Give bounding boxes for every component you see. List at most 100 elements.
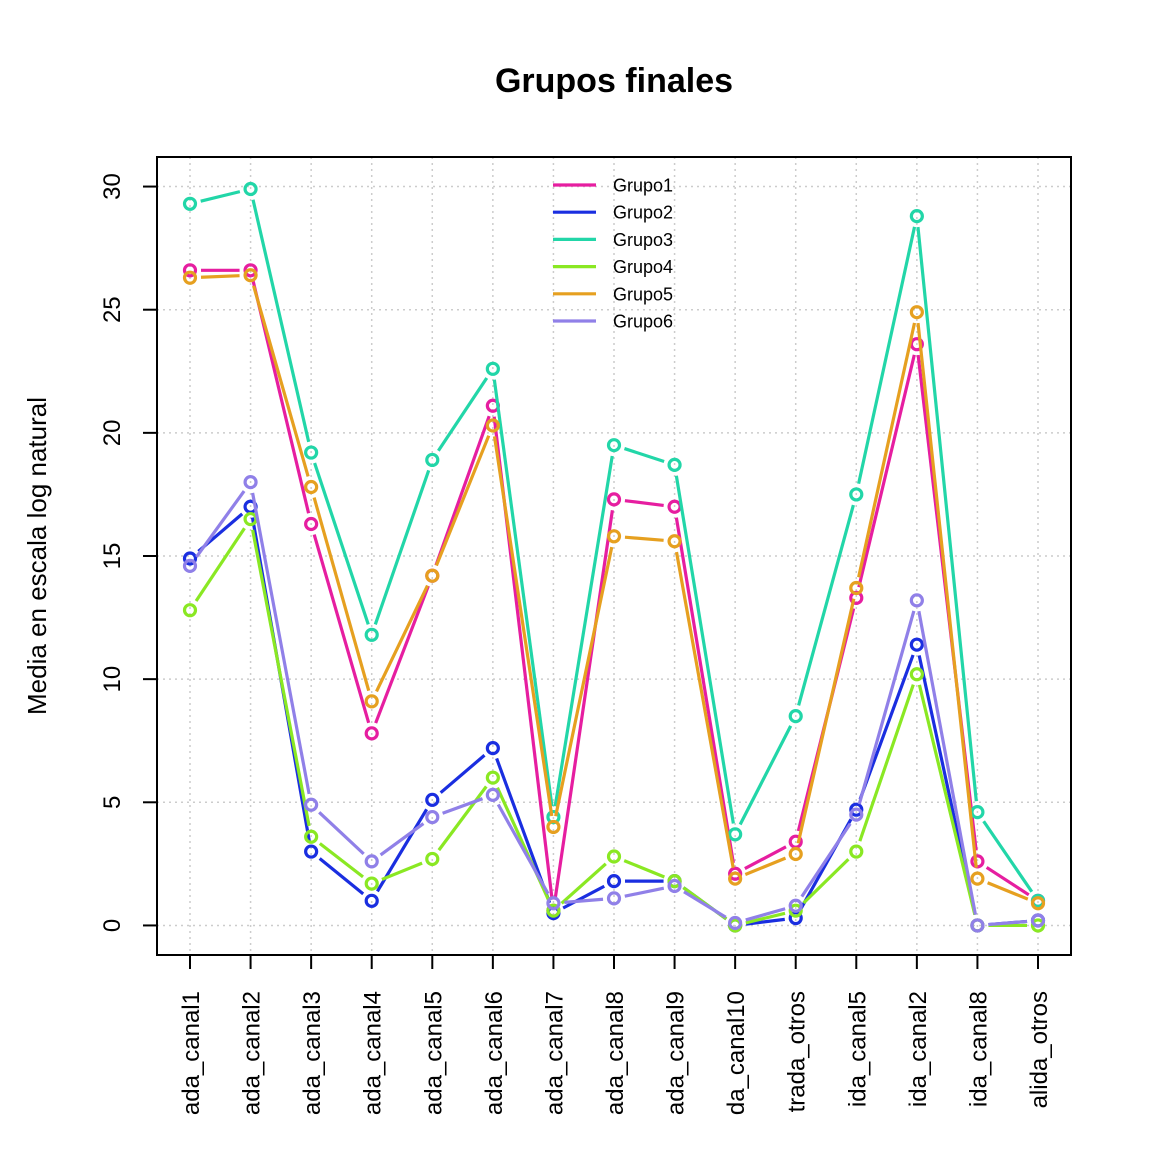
- data-point: [243, 263, 258, 278]
- data-point: [788, 708, 803, 724]
- data-point: [182, 270, 198, 285]
- series-Grupo3: [182, 181, 1046, 908]
- data-point: [485, 741, 500, 756]
- x-tick-label: ida_canal5: [844, 991, 871, 1107]
- grid: [157, 157, 1071, 955]
- data-point: [909, 593, 924, 608]
- data-point: [849, 580, 864, 596]
- data-point: [606, 492, 622, 507]
- series-segment: [857, 322, 917, 578]
- legend-label: Grupo6: [613, 312, 673, 332]
- series-segment: [797, 504, 855, 706]
- data-point: [849, 807, 864, 822]
- x-tick-label: ada_canal8: [602, 991, 629, 1115]
- y-tick-label: 10: [99, 666, 126, 693]
- series-segment: [917, 684, 977, 916]
- data-point: [304, 516, 319, 532]
- series-segment: [318, 857, 365, 896]
- data-point: [304, 479, 319, 495]
- data-point: [243, 268, 258, 283]
- data-point: [728, 866, 743, 881]
- series-segment: [434, 435, 491, 567]
- data-point: [182, 603, 198, 618]
- data-point: [788, 903, 803, 918]
- series-segment: [987, 881, 1029, 901]
- series-segment: [437, 377, 489, 452]
- data-point: [606, 874, 622, 889]
- legend-label: Grupo3: [613, 230, 673, 250]
- data-point: [425, 568, 440, 583]
- data-point: [182, 551, 198, 566]
- data-point: [243, 511, 258, 527]
- x-tick-label: da_canal10: [723, 991, 750, 1115]
- series-segment: [379, 822, 425, 857]
- series-segment: [674, 517, 735, 864]
- data-point: [364, 726, 379, 741]
- data-point: [909, 667, 924, 682]
- data-point: [243, 475, 258, 490]
- series-segment: [564, 897, 604, 904]
- data-point: [909, 305, 924, 320]
- series-segment: [381, 861, 423, 881]
- series-segment: [437, 785, 488, 852]
- x-tick-label: ada_canal2: [239, 991, 266, 1115]
- axes: 0 5 10 15 20 25 30 ada_canal1 ada_canal2 ada_cana…: [99, 173, 1053, 1115]
- series-segment: [318, 811, 365, 856]
- series-segment: [312, 534, 371, 724]
- series-segment: [252, 285, 310, 477]
- series-segment: [492, 436, 554, 817]
- series-segment: [496, 803, 550, 895]
- data-point: [304, 829, 319, 844]
- series-segment: [738, 725, 793, 826]
- series-segment: [982, 820, 1034, 893]
- series-segment: [374, 585, 430, 724]
- data-point: [667, 874, 682, 889]
- series-segment: [744, 856, 787, 876]
- chart-title: Grupos finales: [495, 62, 733, 100]
- data-point: [1030, 918, 1046, 933]
- data-point: [849, 487, 864, 502]
- y-tick-label: 5: [99, 796, 126, 809]
- x-tick-label: alida_otros: [1026, 991, 1053, 1108]
- data-point: [546, 819, 561, 835]
- x-tick-label: ada_canal3: [299, 991, 326, 1115]
- data-point: [667, 878, 682, 894]
- x-tick-label: ida_canal8: [965, 991, 992, 1107]
- data-point: [425, 452, 440, 468]
- x-tick-label: ida_canal2: [905, 991, 932, 1107]
- series-segment: [745, 917, 785, 926]
- series-segment: [796, 598, 856, 844]
- series-segment: [251, 199, 311, 443]
- series-segment: [373, 469, 431, 625]
- data-point: [485, 361, 500, 376]
- data-point: [728, 915, 743, 931]
- series-segment: [857, 610, 916, 805]
- data-point: [667, 457, 682, 472]
- data-point: [728, 827, 743, 842]
- series-segment: [624, 535, 664, 542]
- data-point: [909, 209, 924, 224]
- legend-label: Grupo2: [613, 203, 673, 223]
- data-point: [1030, 913, 1046, 928]
- series-segment: [492, 379, 554, 807]
- series-segment: [674, 551, 735, 869]
- data-point: [909, 637, 924, 652]
- x-tick-label: ada_canal7: [541, 991, 568, 1115]
- data-point: [1030, 896, 1046, 911]
- series-Grupo5: [182, 268, 1046, 911]
- data-point: [546, 903, 561, 918]
- series-segment: [251, 529, 311, 827]
- series-segment: [857, 354, 916, 588]
- data-point: [606, 529, 622, 544]
- x-tick-label: ada_canal5: [420, 991, 447, 1115]
- x-tick-label: ada_canal4: [360, 991, 387, 1115]
- data-point: [182, 558, 198, 573]
- series-segment: [988, 919, 1028, 927]
- y-axis-label: Media en escala log natural: [22, 397, 52, 715]
- series-segment: [745, 907, 786, 922]
- data-point: [788, 846, 803, 862]
- y-tick-label: 15: [99, 543, 126, 570]
- data-point: [849, 844, 864, 859]
- data-point: [728, 871, 743, 886]
- series-segment: [200, 274, 240, 279]
